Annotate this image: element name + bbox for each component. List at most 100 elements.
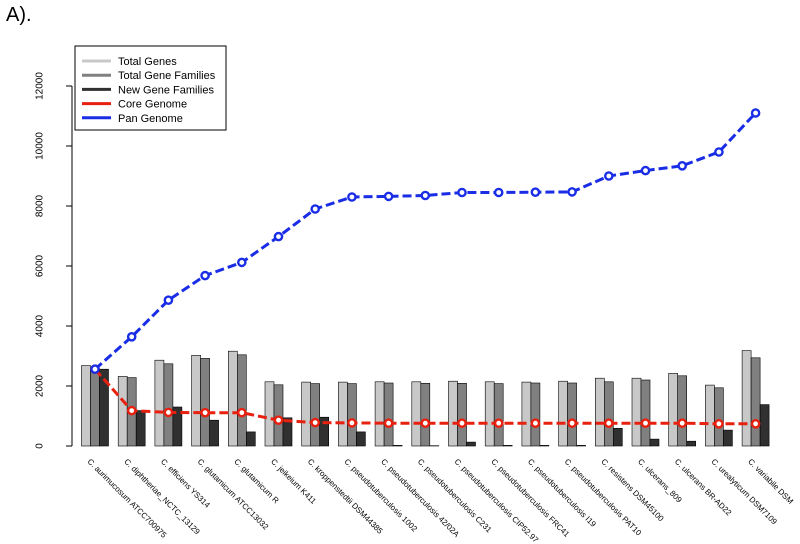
point-pan-genome [126, 331, 137, 342]
bar-new-gene-families [99, 368, 109, 447]
bar-new-gene-families [502, 445, 513, 447]
bar-new-gene-families [466, 441, 476, 447]
bar-total-genes [228, 350, 238, 447]
point-core-genome [420, 418, 431, 429]
point-pan-genome [90, 364, 100, 375]
bar-total-genes [705, 384, 715, 447]
bar-total-gene-families [420, 382, 431, 447]
line-pan-genome [94, 111, 757, 371]
point-core-genome [273, 415, 284, 426]
point-pan-genome [714, 147, 724, 157]
bar-new-gene-families [723, 429, 733, 447]
x-tick-label: C. resistens DSM45100 [599, 457, 665, 523]
y-axis: 0 2000 4000 6000 8000 10000 12000 [35, 72, 73, 449]
x-tick-label: C. pseudotuberculosis 1002 [342, 457, 419, 534]
point-pan-genome [273, 231, 284, 242]
point-core-genome [640, 418, 651, 429]
bar-total-genes [741, 350, 752, 447]
point-pan-genome [640, 165, 651, 176]
legend-label: Pan Genome [118, 113, 183, 125]
point-core-genome [200, 407, 210, 418]
point-core-genome [530, 418, 541, 429]
y-tick-label: 10000 [35, 132, 46, 160]
x-tick-label: C. glutamicum ATCC13032 [196, 457, 271, 532]
bar-total-genes [374, 381, 385, 447]
bar-total-gene-families [714, 387, 724, 447]
point-pan-genome [310, 204, 321, 214]
bar-total-genes [631, 377, 642, 447]
point-core-genome [750, 418, 761, 429]
point-pan-genome [347, 192, 357, 202]
bar-total-gene-families [530, 382, 541, 447]
bar-total-genes [81, 365, 91, 447]
bar-new-gene-families [135, 410, 146, 447]
bar-new-gene-families [612, 427, 623, 447]
point-pan-genome [567, 187, 577, 197]
point-pan-genome [236, 257, 247, 268]
bar-new-gene-families [209, 419, 219, 447]
bar-new-gene-families [282, 417, 293, 447]
bar-total-genes [448, 380, 458, 447]
point-pan-genome [604, 171, 614, 181]
point-core-genome [493, 418, 504, 429]
legend-label: Total Gene Families [118, 70, 216, 82]
point-core-genome [457, 418, 467, 429]
bar-total-genes [411, 381, 422, 447]
y-tick-label: 8000 [35, 194, 46, 217]
point-core-genome [567, 418, 577, 429]
bar-total-gene-families [603, 381, 614, 447]
point-pan-genome [530, 187, 541, 197]
bar-new-gene-families [649, 438, 660, 447]
bar-total-gene-families [677, 375, 688, 447]
bar-new-gene-families [759, 404, 770, 447]
x-tick-label: C. pseudotuberculosis FRC41 [489, 457, 571, 539]
x-tick-label: C. pseudotuberculosis C231 [416, 457, 494, 535]
bar-total-gene-families [750, 357, 761, 447]
bar-new-gene-families [686, 440, 697, 447]
y-tick-label: 2000 [35, 374, 46, 397]
point-core-genome [310, 417, 321, 428]
point-pan-genome [457, 187, 467, 198]
point-pan-genome [420, 190, 431, 201]
bar-new-gene-families [319, 416, 330, 447]
x-tick-label: C. pseudotuberculosis I19 [526, 457, 598, 529]
point-pan-genome [383, 191, 394, 202]
bar-total-gene-families [90, 368, 100, 447]
y-tick-label: 6000 [35, 254, 46, 277]
bar-new-gene-families [172, 406, 183, 447]
x-tick-label: C. pseudotuberculosis 42/02A [379, 457, 461, 539]
bar-total-gene-families [493, 383, 504, 447]
bar-total-gene-families [567, 382, 577, 447]
point-pan-genome [677, 160, 688, 171]
bar-total-gene-families [163, 363, 174, 447]
bar-new-gene-families [539, 445, 550, 447]
point-pan-genome [163, 295, 174, 306]
bar-new-gene-families [576, 445, 586, 447]
point-core-genome [126, 405, 137, 416]
bar-total-genes [338, 381, 348, 447]
bar-total-genes [191, 355, 201, 447]
bar-total-genes [264, 381, 275, 447]
point-core-genome [604, 418, 614, 429]
point-pan-genome [493, 187, 504, 198]
y-tick-label: 0 [35, 443, 46, 449]
x-tick-label: C. kroppenstedtii DSM44385 [306, 457, 385, 536]
point-pan-genome [750, 108, 761, 118]
bar-new-gene-families [392, 445, 403, 447]
bar-total-gene-families [237, 354, 247, 447]
point-core-genome [677, 418, 688, 429]
bar-total-gene-families [640, 379, 651, 447]
point-pan-genome [200, 270, 210, 281]
legend-label: Core Genome [118, 99, 187, 111]
bar-total-gene-families [200, 358, 210, 447]
bar-total-genes [558, 380, 568, 447]
y-tick-label: 4000 [35, 314, 46, 337]
legend-label: New Gene Families [118, 84, 214, 96]
x-tick-label: C. urealyticum DSM7109 [709, 457, 779, 527]
panel-label: A). [6, 4, 32, 26]
legend: Total Genes Total Gene Families New Gene F… [74, 45, 227, 131]
x-tick-label: C. diphtheriae_NCTC_13129 [122, 457, 202, 537]
bar-total-genes [594, 377, 605, 447]
